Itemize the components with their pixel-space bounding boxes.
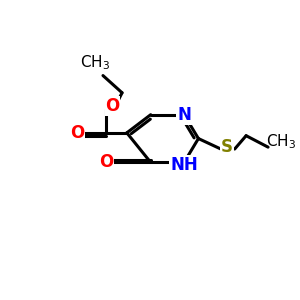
Text: NH: NH: [170, 156, 198, 174]
Text: N: N: [177, 106, 191, 124]
Text: O: O: [99, 153, 113, 171]
Text: O: O: [70, 124, 84, 142]
Text: CH$_3$: CH$_3$: [80, 53, 110, 72]
Text: CH$_3$: CH$_3$: [266, 132, 296, 151]
Text: O: O: [105, 97, 120, 115]
Text: S: S: [221, 138, 233, 156]
